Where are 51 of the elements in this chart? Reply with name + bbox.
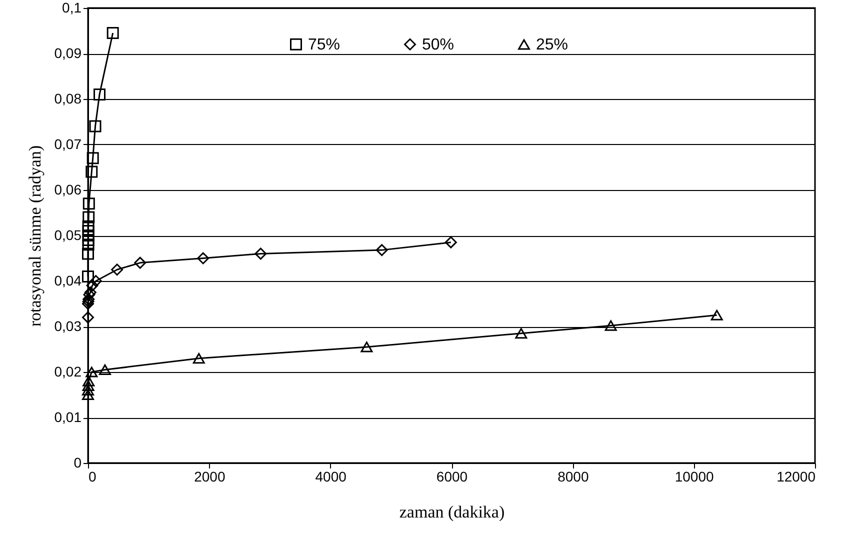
point bbox=[82, 380, 94, 391]
legend-label: 50% bbox=[422, 36, 454, 54]
point bbox=[360, 342, 373, 352]
y-tick-label: 0,02 bbox=[54, 364, 82, 380]
x-tick-label: 4000 bbox=[315, 468, 347, 484]
legend-label: 25% bbox=[536, 36, 568, 54]
point bbox=[86, 152, 99, 164]
point bbox=[134, 256, 146, 269]
point bbox=[82, 238, 94, 251]
point bbox=[444, 236, 457, 248]
point bbox=[192, 353, 205, 364]
point bbox=[82, 270, 94, 282]
point bbox=[254, 248, 267, 260]
x-tick-label: 2000 bbox=[194, 468, 226, 484]
y-tick-label: 0,06 bbox=[54, 182, 82, 198]
point bbox=[98, 364, 111, 376]
y-tick-label: 0,03 bbox=[54, 318, 82, 334]
point bbox=[86, 166, 98, 178]
point bbox=[197, 252, 210, 264]
x-axis-title: zaman (dakika) bbox=[399, 502, 505, 522]
y-tick-label: 0,07 bbox=[54, 136, 82, 152]
point bbox=[82, 248, 94, 260]
point bbox=[82, 220, 94, 232]
point bbox=[515, 328, 528, 339]
x-tick-label: 8000 bbox=[558, 468, 589, 484]
x-tick-label: 12000 bbox=[776, 468, 816, 484]
y-tick-label: 0 bbox=[74, 454, 82, 470]
y-tick-label: 0,01 bbox=[54, 409, 82, 425]
point bbox=[94, 88, 106, 100]
point bbox=[82, 311, 94, 324]
point bbox=[82, 211, 95, 224]
y-tick-label: 0,04 bbox=[54, 272, 82, 288]
x-tick-label: 10000 bbox=[674, 468, 714, 484]
point bbox=[82, 384, 94, 396]
y-tick-label: 0,1 bbox=[62, 0, 82, 16]
point bbox=[82, 198, 95, 210]
x-tick-label: 6000 bbox=[436, 468, 468, 484]
y-tick-label: 0,09 bbox=[54, 45, 82, 61]
point bbox=[604, 320, 617, 331]
y-tick-label: 0,08 bbox=[54, 90, 82, 106]
point bbox=[111, 264, 124, 276]
point bbox=[710, 310, 723, 320]
point bbox=[86, 366, 98, 378]
x-tick-label: 0 bbox=[88, 468, 96, 484]
point bbox=[106, 27, 119, 40]
y-axis-title: rotasyonal sünme (radyan) bbox=[25, 145, 44, 327]
y-tick-label: 0,05 bbox=[54, 227, 82, 243]
point bbox=[82, 376, 95, 386]
point bbox=[89, 120, 102, 132]
point bbox=[376, 244, 388, 256]
legend-label: 75% bbox=[308, 36, 340, 54]
